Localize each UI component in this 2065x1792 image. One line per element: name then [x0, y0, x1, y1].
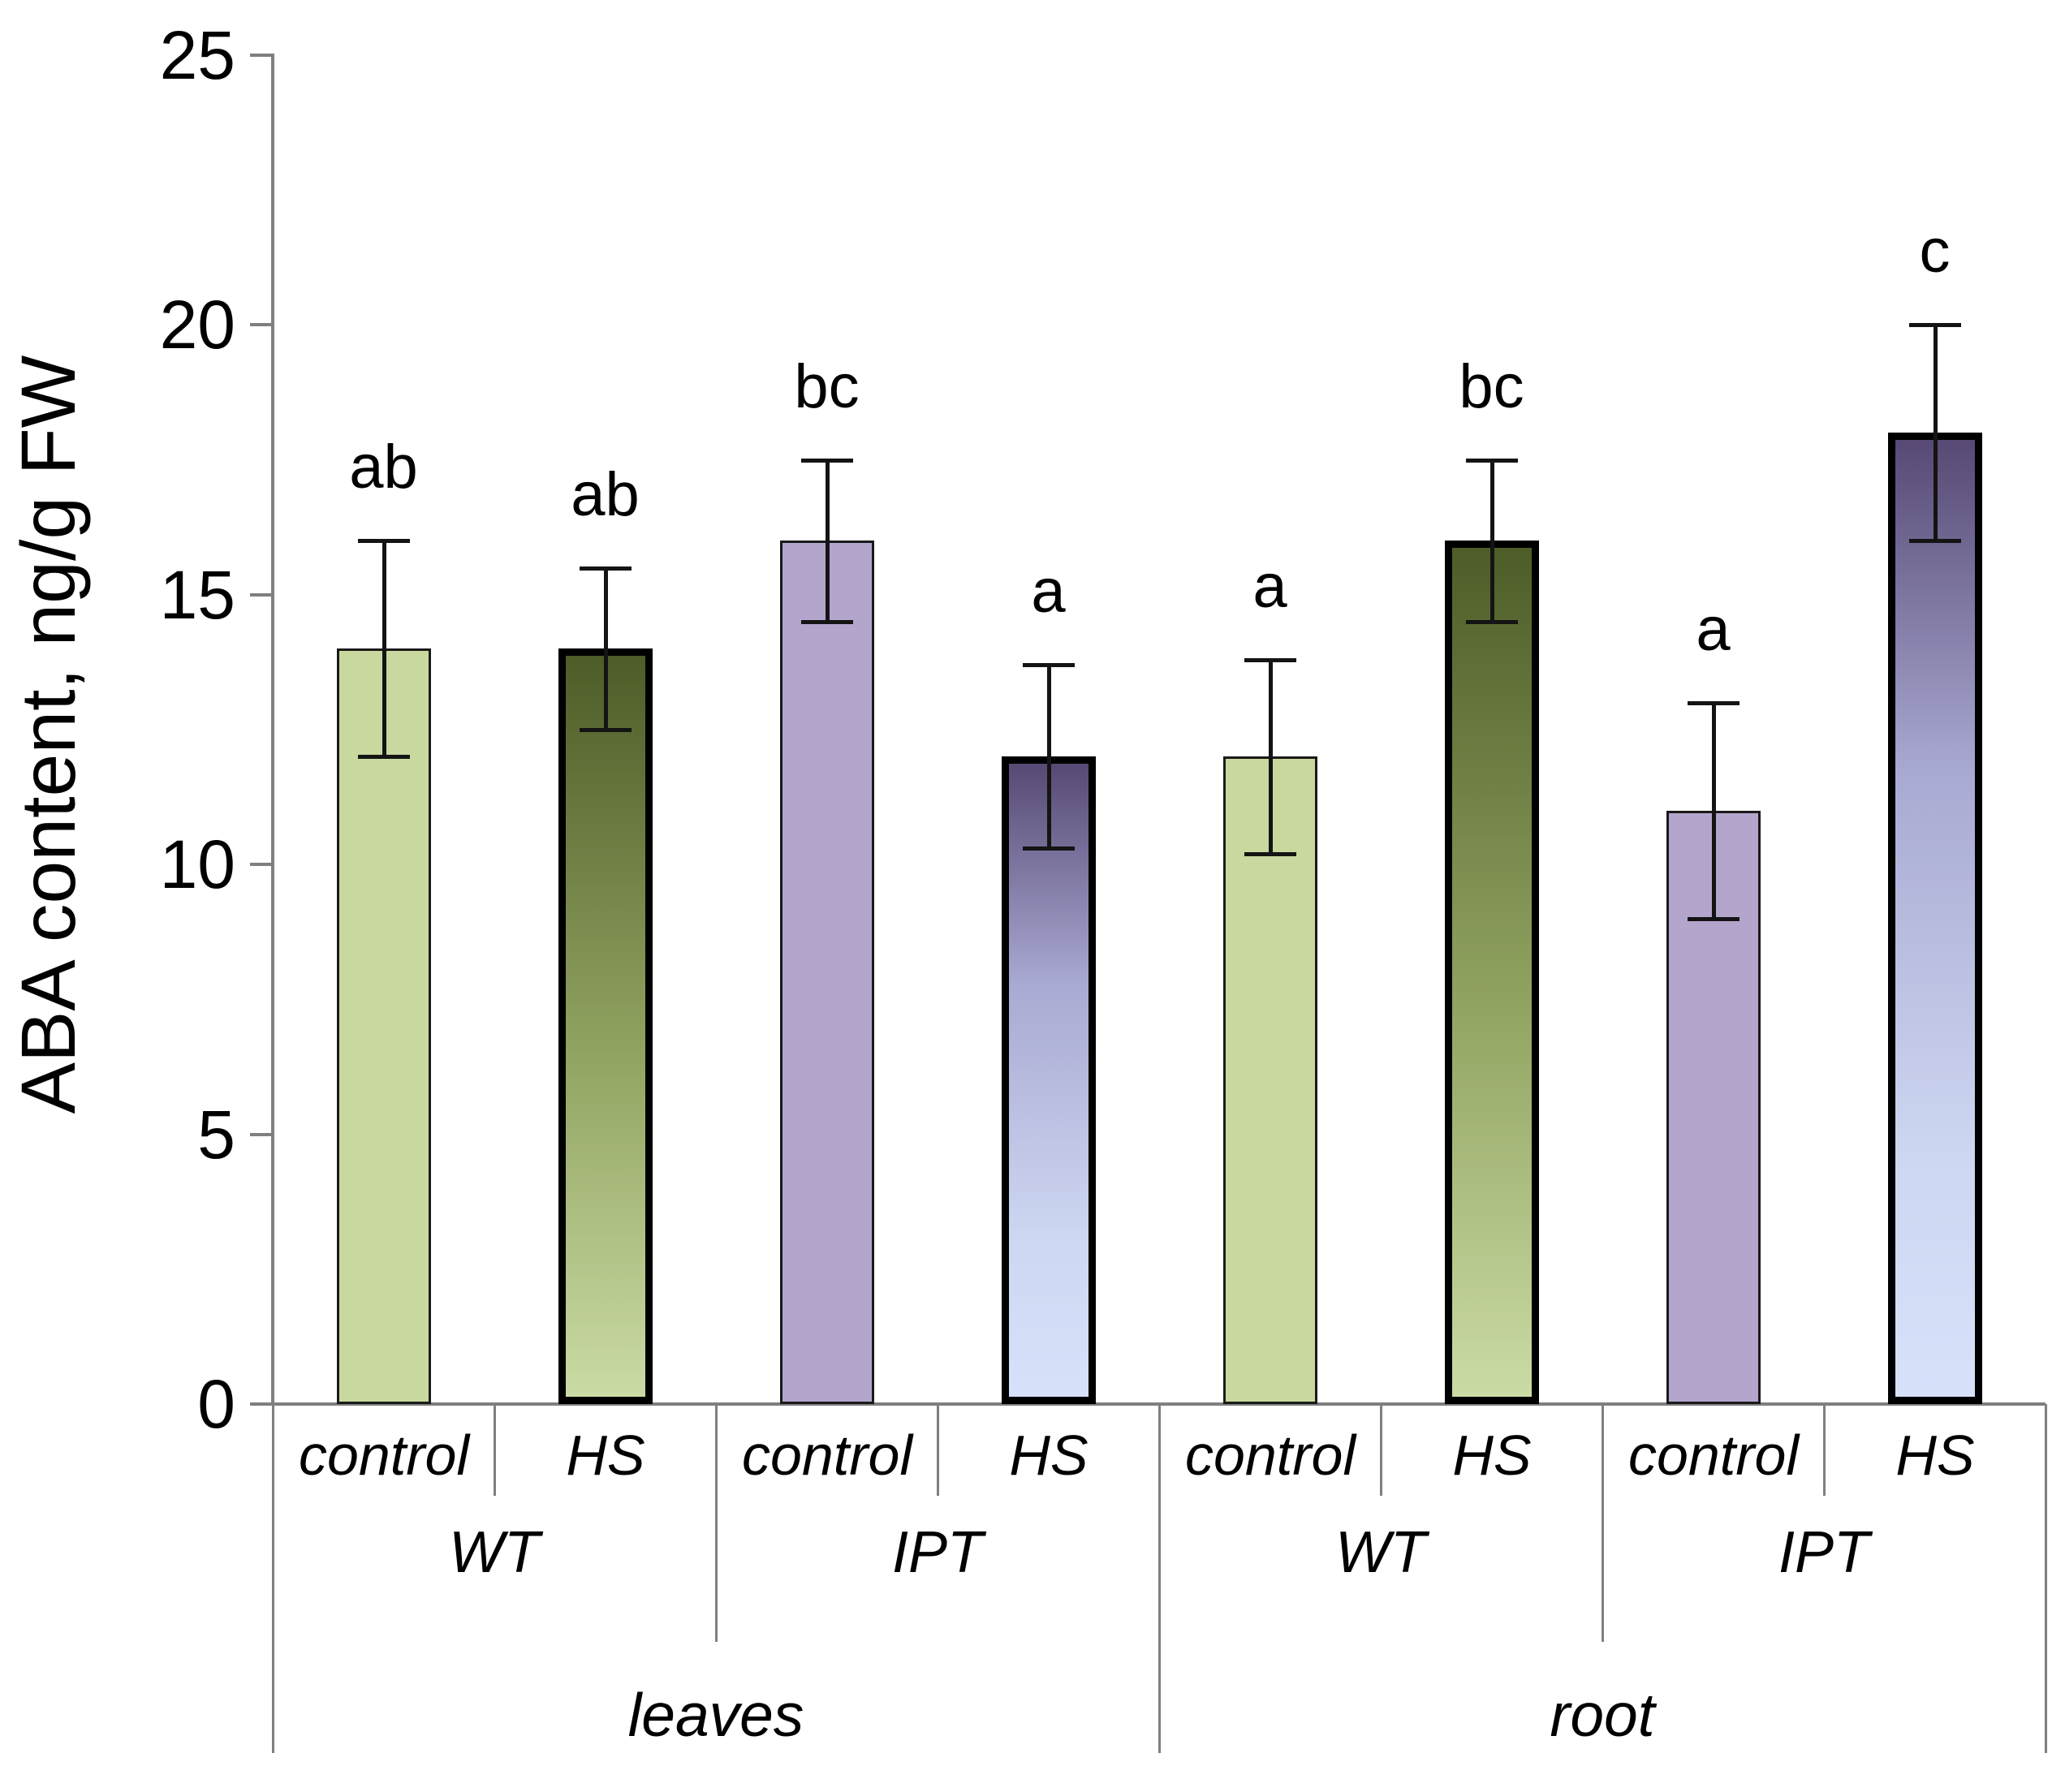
y-tick-label-20: 20: [159, 286, 235, 364]
y-tick-5: [250, 1132, 273, 1136]
error-bar-cap-bottom: [579, 728, 632, 732]
category-divider: [1158, 1404, 1161, 1753]
bar-root-WT-control: [1222, 756, 1317, 1404]
y-tick-10: [250, 863, 273, 867]
bar-leaves-WT-control: [336, 648, 431, 1404]
sig-letter-ab: ab: [349, 433, 418, 502]
error-bar-cap-top: [800, 458, 853, 463]
error-bar: [382, 541, 386, 757]
x-label-treatment-HS: HS: [1009, 1424, 1089, 1487]
sig-letter-a: a: [1031, 557, 1066, 627]
error-bar: [1489, 459, 1494, 622]
x-label-treatment-control: control: [1184, 1424, 1356, 1487]
x-label-treatment-HS: HS: [1895, 1424, 1975, 1487]
category-divider: [714, 1404, 718, 1642]
error-bar: [1933, 325, 1938, 541]
error-bar: [1046, 665, 1051, 849]
error-bar-cap-top: [357, 539, 410, 544]
category-divider: [1379, 1404, 1382, 1496]
x-label-treatment-control: control: [741, 1424, 913, 1487]
y-tick-label-5: 5: [197, 1096, 235, 1173]
error-bar-cap-top: [1022, 663, 1075, 668]
y-tick-label-15: 15: [159, 556, 235, 633]
error-bar-cap-bottom: [1908, 539, 1961, 544]
sig-letter-bc: bc: [794, 351, 860, 421]
error-bar-cap-top: [1687, 700, 1740, 705]
y-tick-25: [250, 54, 273, 57]
sig-letter-bc: bc: [1459, 351, 1524, 421]
y-tick-0: [250, 1402, 273, 1406]
x-label-genotype-WT: WT: [1335, 1520, 1426, 1585]
error-bar-cap-top: [1244, 657, 1296, 662]
x-label-tissue-leaves: leaves: [627, 1681, 804, 1749]
error-bar-cap-bottom: [800, 620, 853, 625]
error-bar-cap-top: [1908, 323, 1961, 328]
sig-letter-a: a: [1696, 594, 1731, 664]
error-bar-cap-bottom: [1465, 620, 1518, 625]
y-tick-label-25: 25: [159, 17, 235, 93]
error-bar-cap-bottom: [1244, 851, 1296, 856]
x-label-treatment-HS: HS: [566, 1424, 645, 1487]
x-label-treatment-control: control: [1627, 1424, 1800, 1487]
category-divider: [493, 1404, 496, 1496]
error-bar: [825, 459, 830, 622]
bar-root-WT-HS: [1444, 541, 1539, 1404]
error-bar-cap-bottom: [1022, 846, 1075, 851]
sig-letter-ab: ab: [571, 459, 640, 529]
category-divider: [1822, 1404, 1826, 1496]
x-label-genotype-WT: WT: [449, 1520, 540, 1585]
bar-leaves-IPT-control: [779, 541, 874, 1404]
error-bar: [1711, 702, 1716, 919]
error-bar-cap-top: [1465, 458, 1518, 463]
sig-letter-c: c: [1919, 217, 1951, 286]
x-label-genotype-IPT: IPT: [891, 1520, 983, 1585]
bar-root-IPT-HS: [1887, 433, 1982, 1404]
y-axis-spine: [271, 54, 274, 1404]
bar-leaves-IPT-HS: [1001, 756, 1096, 1404]
category-divider: [2044, 1404, 2047, 1753]
category-divider: [1601, 1404, 1604, 1642]
category-divider: [936, 1404, 939, 1496]
x-label-genotype-IPT: IPT: [1778, 1520, 1869, 1585]
x-label-treatment-control: control: [298, 1424, 470, 1487]
y-tick-label-10: 10: [159, 826, 235, 903]
bar-leaves-WT-HS: [558, 648, 653, 1404]
error-bar-cap-bottom: [357, 755, 410, 760]
category-divider: [271, 1404, 274, 1753]
y-tick-label-0: 0: [197, 1366, 235, 1442]
x-label-tissue-root: root: [1550, 1681, 1655, 1749]
y-tick-20: [250, 323, 273, 327]
error-bar-cap-bottom: [1687, 916, 1740, 921]
sig-letter-a: a: [1252, 551, 1287, 621]
error-bar: [603, 567, 608, 730]
error-bar: [1268, 659, 1273, 854]
y-tick-15: [250, 592, 273, 597]
error-bar-cap-top: [579, 566, 632, 571]
x-label-treatment-HS: HS: [1452, 1424, 1532, 1487]
y-axis-title: ABA content, ng/g FW: [6, 355, 92, 1114]
